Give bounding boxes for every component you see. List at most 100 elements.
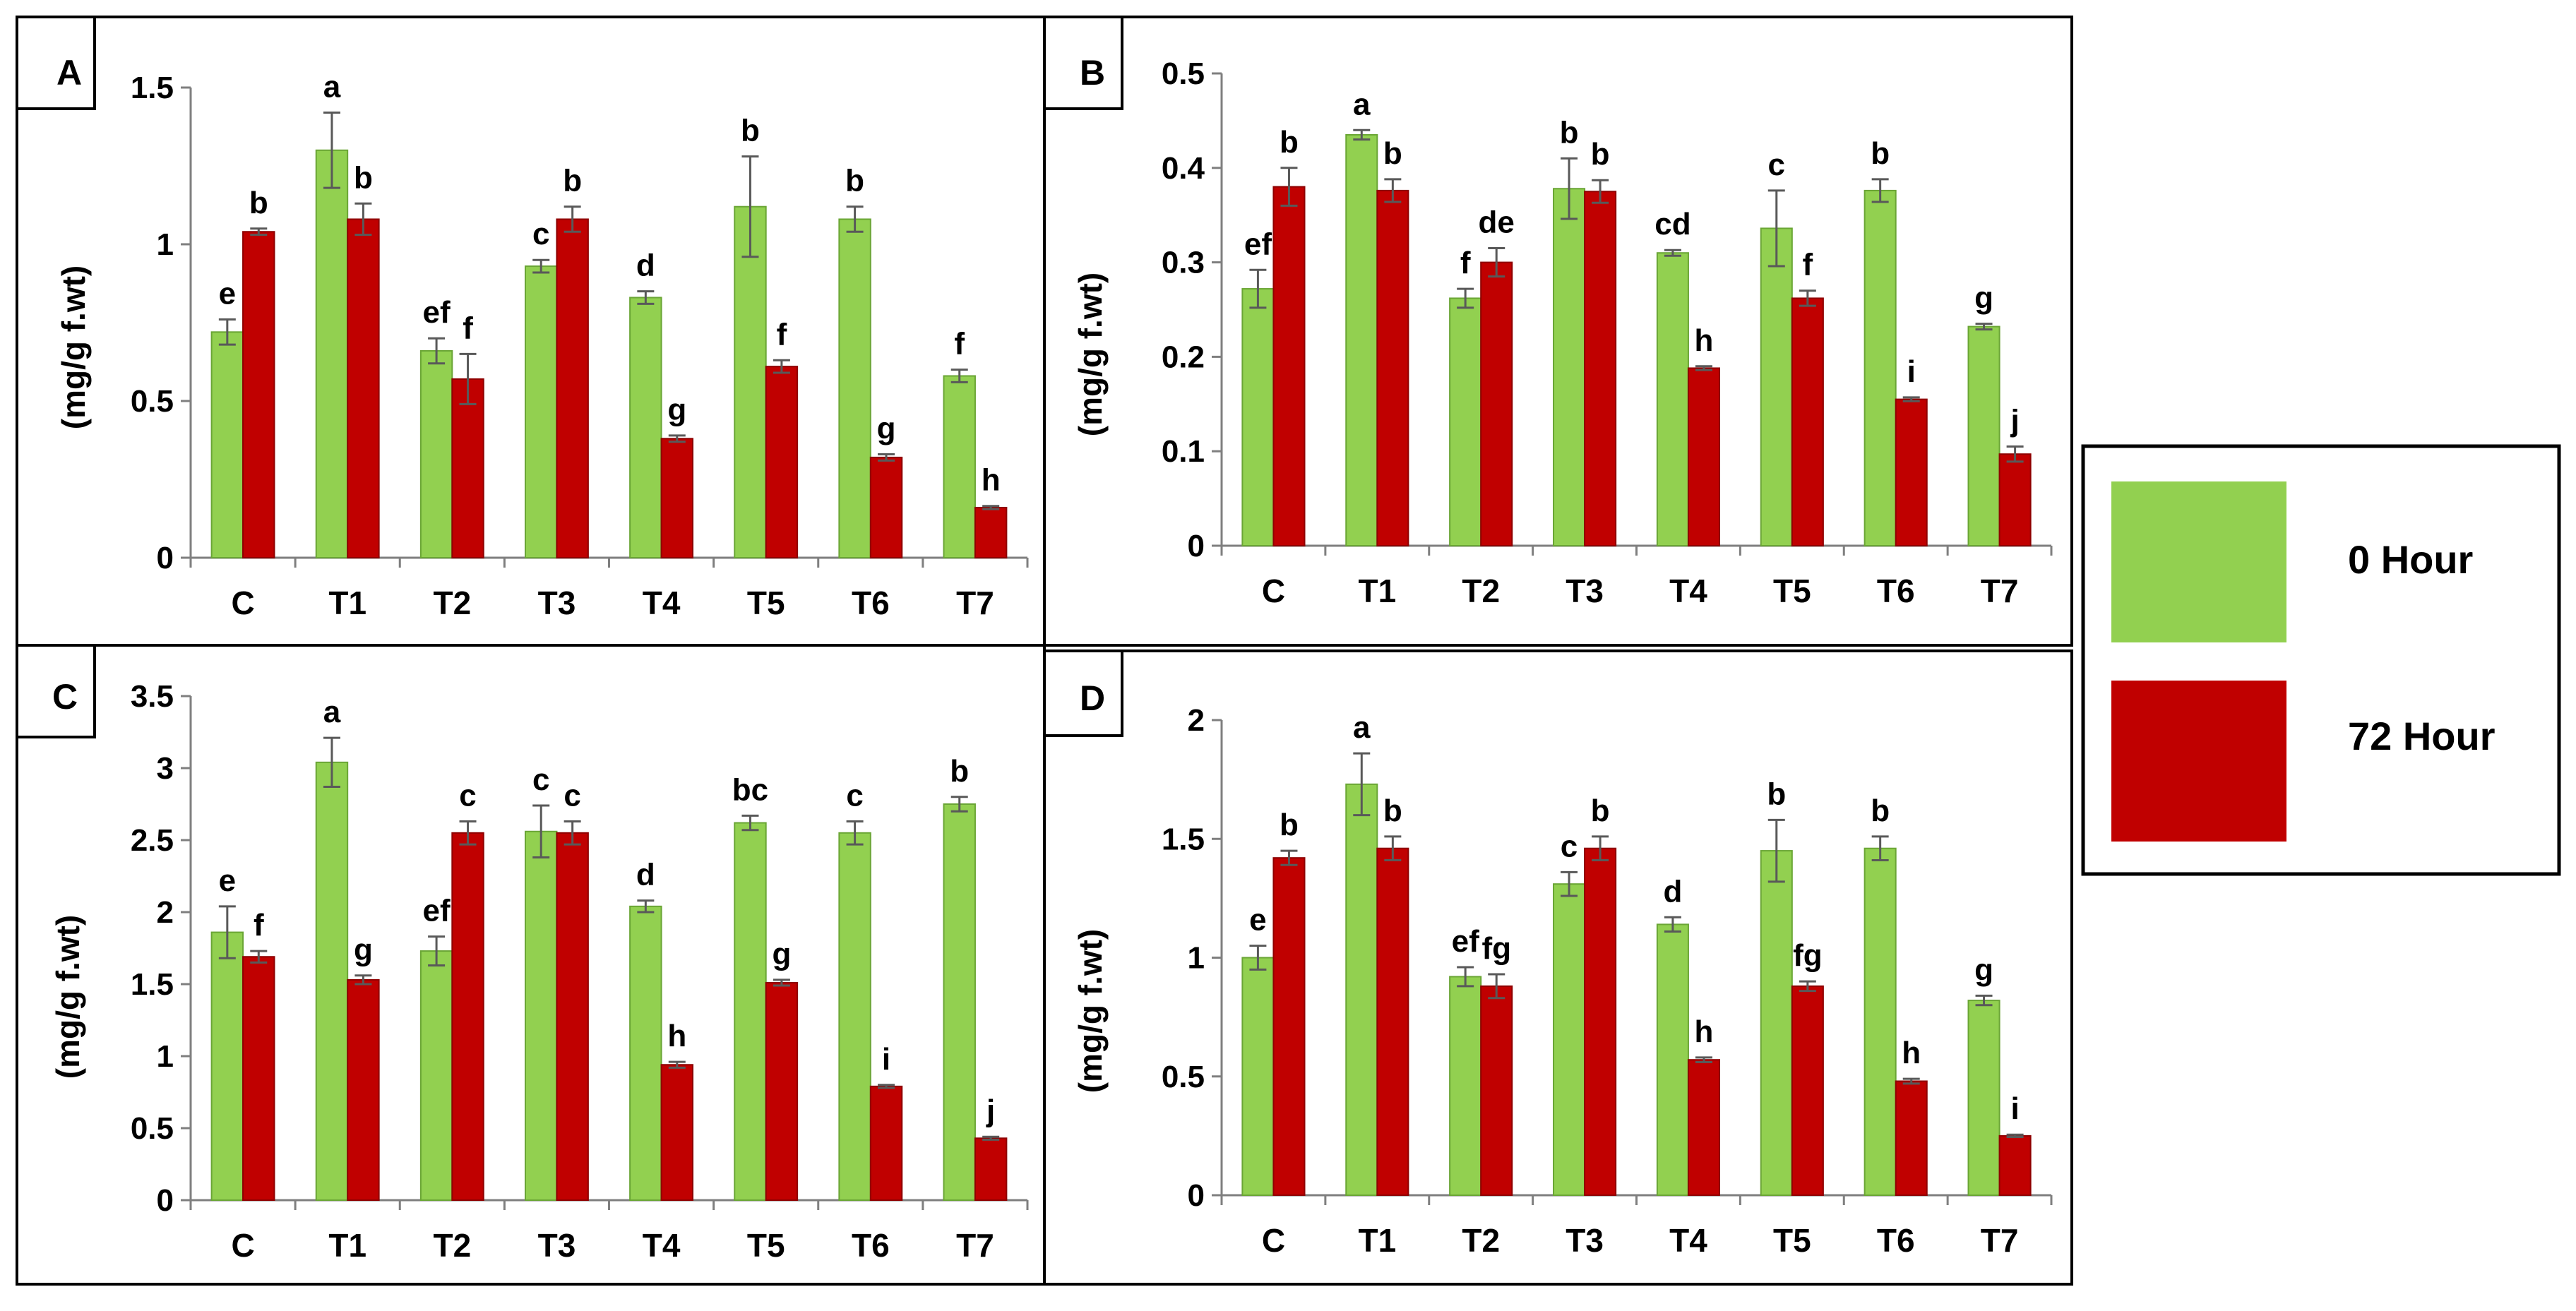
panel-a-significance-letter: h	[982, 463, 1001, 498]
panel-b-significance-letter: de	[1479, 205, 1515, 240]
panel-c-significance-letter: i	[882, 1042, 890, 1077]
panel-d-significance-letter: c	[1561, 829, 1578, 863]
panel-d-significance-letter: fg	[1793, 938, 1823, 973]
panel-c-category-label: T2	[433, 1227, 471, 1264]
panel-b-category-label: T7	[1981, 573, 2019, 609]
panel-a-letter: A	[56, 53, 82, 92]
panel-b-category-label: T4	[1669, 573, 1707, 609]
panel-d-category-label: C	[1262, 1222, 1285, 1259]
panel-d-significance-letter: b	[1383, 794, 1402, 828]
panel-b-bar-72h	[1272, 186, 1306, 546]
panel-d-significance-letter: b	[1591, 794, 1610, 828]
panel-b-significance-letter: cd	[1654, 207, 1690, 241]
panel-a-bar-0h	[734, 205, 767, 558]
panel-a-bar-0h	[838, 218, 871, 558]
panel-c-category-label: T4	[643, 1227, 681, 1264]
panel-b-letter-box	[1043, 16, 1123, 110]
panel-a-bar-72h	[974, 506, 1008, 559]
panel-c-letter: C	[52, 677, 78, 717]
panel-b-y-tick-label: 0.1	[1162, 434, 1205, 469]
panel-d-significance-letter: b	[1767, 777, 1786, 811]
panel-a-category-label: C	[231, 585, 254, 621]
panel-c-bar-0h	[315, 761, 349, 1201]
panel-c-bar-72h	[451, 832, 484, 1202]
panel-a-bar-72h	[347, 218, 380, 558]
panel-c-bar-0h	[525, 830, 558, 1201]
panel-b-significance-letter: c	[1768, 148, 1785, 182]
panel-a-bar-72h	[242, 231, 275, 558]
panel-c-category-label: T1	[328, 1227, 366, 1264]
panel-b-category-label: T2	[1462, 573, 1500, 609]
panel-a-significance-letter: b	[741, 114, 760, 148]
panel-a-significance-letter: f	[463, 311, 473, 345]
panel-c-significance-letter: j	[986, 1094, 995, 1128]
panel-a-y-tick-label: 0.5	[131, 384, 174, 419]
panel-a-category-label: T2	[433, 585, 471, 621]
panel-d-bar-0h	[1449, 976, 1482, 1197]
panel-c-y-tick-label: 0	[157, 1183, 174, 1218]
panel-c-significance-letter: h	[667, 1019, 686, 1053]
panel-d-significance-letter: i	[2010, 1091, 2019, 1126]
panel-b-significance-letter: h	[1695, 323, 1714, 358]
panel-a-bar-72h	[869, 456, 903, 558]
panel-a-significance-letter: f	[777, 317, 787, 352]
panel-a-bar-0h	[525, 265, 558, 558]
panel-d-significance-letter: ef	[1452, 924, 1479, 959]
panel-b-y-tick-label: 0.5	[1162, 56, 1205, 91]
panel-d-bar-0h	[1967, 1000, 2000, 1196]
panel-c-significance-letter: c	[846, 778, 863, 813]
panel-d-category-label: T3	[1566, 1222, 1604, 1259]
panel-b-category-label: T6	[1877, 573, 1915, 609]
panel-c-significance-letter: bc	[732, 772, 768, 807]
panel-c-significance-letter: a	[323, 695, 341, 729]
panel-d-letter: D	[1080, 678, 1105, 718]
panel-b-y-axis-label: (mg/g f.wt)	[1072, 273, 1109, 437]
panel-b-category-label: T5	[1773, 573, 1811, 609]
panel-a-significance-letter: g	[877, 411, 896, 445]
panel-b-bar-0h	[1864, 189, 1897, 546]
panel-d-bar-0h	[1656, 923, 1689, 1196]
panel-a-significance-letter: b	[563, 164, 582, 198]
panel-d-bar-0h	[1345, 783, 1378, 1196]
panel-a-bar-72h	[451, 378, 484, 558]
panel-c-category-label: T6	[852, 1227, 890, 1264]
panel-a-significance-letter: e	[219, 277, 236, 311]
panel-c-y-tick-label: 1.5	[131, 967, 174, 1002]
panel-d-significance-letter: b	[1280, 808, 1299, 842]
panel-b-y-tick-label: 0.3	[1162, 246, 1205, 280]
panel-c-significance-letter: b	[950, 754, 969, 789]
panel-d-bar-0h	[1241, 957, 1275, 1196]
panel-b-significance-letter: b	[1591, 137, 1610, 172]
panel-b-significance-letter: b	[1280, 125, 1299, 160]
legend-swatch-0-hour	[2111, 481, 2286, 642]
panel-b-bar-72h	[1998, 453, 2032, 546]
panel-b-significance-letter: f	[1803, 248, 1813, 282]
panel-b-y-tick-label: 0	[1188, 529, 1205, 563]
panel-b-significance-letter: j	[2010, 404, 2019, 438]
panel-d-significance-letter: d	[1663, 874, 1682, 909]
panel-a-category-label: T1	[328, 585, 366, 621]
panel-b-bar-0h	[1241, 288, 1275, 546]
panel-c-bar-0h	[629, 905, 662, 1201]
panel-a-bar-0h	[419, 349, 453, 558]
panel-b-significance-letter: b	[1383, 136, 1402, 171]
panel-d-bar-72h	[1480, 985, 1513, 1196]
panel-d-bar-0h	[1553, 883, 1586, 1197]
panel-c-y-tick-label: 3.5	[131, 679, 174, 714]
panel-d-bar-0h	[1864, 847, 1897, 1196]
panel-c-letter-box	[16, 644, 96, 738]
panel-c-significance-letter: ef	[423, 894, 451, 928]
panel-d-significance-letter: a	[1353, 710, 1371, 745]
panel-b-bar-72h	[1895, 398, 1928, 546]
panel-b-bar-0h	[1553, 188, 1586, 546]
panel-b-letter: B	[1080, 53, 1105, 92]
panel-b-bar-0h	[1760, 227, 1793, 546]
panel-d-y-tick-label: 0	[1188, 1178, 1205, 1213]
panel-a-bar-72h	[765, 366, 799, 558]
panel-d-category-label: T6	[1877, 1222, 1915, 1259]
panel-b-category-label: T3	[1566, 573, 1604, 609]
panel-c-y-axis-label: (mg/g f.wt)	[49, 915, 86, 1079]
panel-c-bar-0h	[838, 832, 871, 1202]
